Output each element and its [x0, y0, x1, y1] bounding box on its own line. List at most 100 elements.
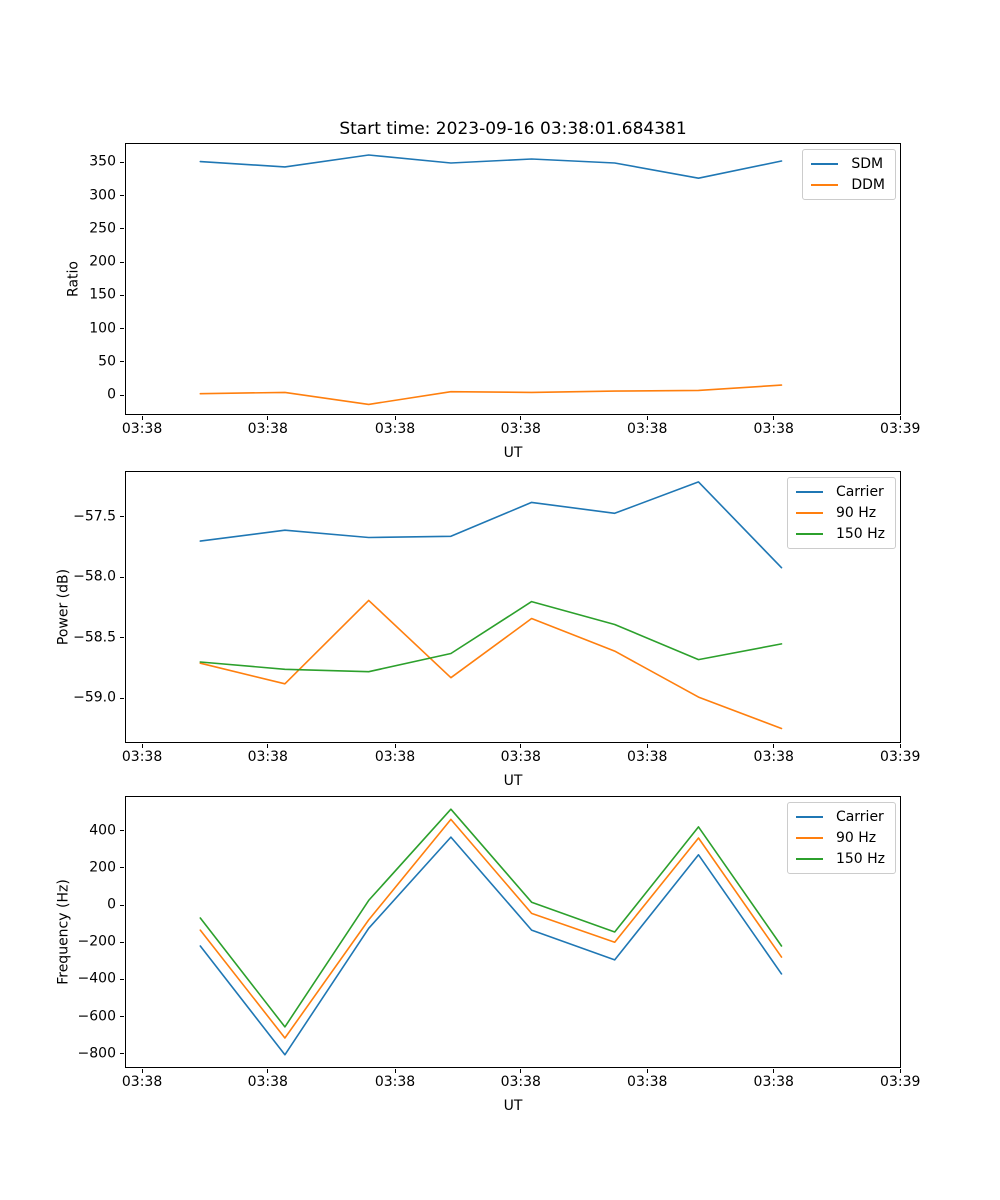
90-hz-line [199, 599, 783, 730]
y-tick [120, 328, 124, 330]
ddm-line [199, 384, 783, 406]
legend: Carrier 90 Hz 150 Hz [786, 802, 896, 874]
y-tick-label: 0 [107, 386, 116, 403]
x-tick-label: 03:38 [627, 749, 668, 765]
legend-label: Carrier [835, 484, 884, 500]
y-tick-label: −200 [77, 933, 116, 950]
x-tick-label: 03:39 [880, 421, 921, 437]
legend-item-90-hz: 90 Hz [795, 505, 885, 521]
x-tick-label: 03:38 [121, 749, 163, 765]
y-tick [120, 361, 124, 363]
y-tick-label: 200 [89, 253, 116, 270]
x-tick-label: 03:38 [247, 1074, 288, 1090]
x-tick-label: 03:38 [121, 1074, 163, 1090]
legend-label: Carrier [835, 809, 884, 825]
legend-label: 150 Hz [835, 526, 885, 542]
90-hz-legend-line [795, 512, 823, 514]
y-tick-label: 250 [89, 220, 116, 237]
x-tick [773, 416, 775, 420]
axes-box [125, 471, 901, 743]
y-tick [120, 867, 124, 869]
y-axis-label: Power (dB) [55, 568, 72, 646]
y-tick-label: 100 [89, 320, 116, 337]
legend: Carrier 90 Hz 150 Hz [786, 477, 896, 549]
y-tick [120, 195, 124, 197]
x-tick-label: 03:38 [500, 421, 541, 437]
x-tick [773, 1069, 775, 1073]
y-tick-label: 400 [89, 822, 116, 839]
legend-item-carrier: Carrier [795, 484, 885, 500]
y-tick [120, 576, 124, 578]
y-axis-label: Ratio [65, 261, 82, 297]
y-tick [120, 1053, 124, 1055]
x-tick-label: 03:38 [500, 749, 541, 765]
legend-label: 150 Hz [835, 851, 885, 867]
x-tick [267, 1069, 269, 1073]
x-tick-label: 03:39 [880, 1074, 921, 1090]
y-tick [120, 261, 124, 263]
y-tick-label: −57.5 [73, 508, 116, 525]
y-tick-label: −58.0 [73, 568, 116, 585]
x-tick [646, 744, 648, 748]
carrier-legend-line [795, 491, 823, 493]
y-axis-label: Frequency (Hz) [55, 879, 72, 985]
y-tick [120, 978, 124, 980]
90-hz-legend-line [795, 837, 823, 839]
legend-item-150-hz: 150 Hz [795, 851, 885, 867]
x-tick [520, 416, 522, 420]
x-axis-label: UT [503, 445, 523, 461]
legend-item-sdm: SDM [811, 156, 885, 172]
carrier-line [199, 481, 783, 569]
x-tick-label: 03:38 [247, 749, 288, 765]
x-tick-label: 03:39 [880, 749, 921, 765]
x-tick [394, 1069, 396, 1073]
x-tick [646, 416, 648, 420]
y-tick-label: 150 [89, 286, 116, 303]
y-tick-label: 350 [89, 153, 116, 170]
legend-item-carrier: Carrier [795, 809, 885, 825]
x-tick-label: 03:38 [374, 1074, 416, 1090]
sdm-line [199, 154, 783, 180]
x-tick [899, 1069, 901, 1073]
x-tick-label: 03:38 [247, 421, 288, 437]
x-tick [646, 1069, 648, 1073]
x-tick-label: 03:38 [374, 749, 416, 765]
legend-label: DDM [851, 177, 885, 193]
y-tick [120, 637, 124, 639]
y-tick-label: 50 [98, 353, 116, 370]
legend: SDM DDM [802, 149, 896, 200]
x-tick [267, 744, 269, 748]
x-tick [520, 1069, 522, 1073]
plot-area [199, 808, 783, 1056]
y-tick-label: 0 [107, 896, 116, 913]
plot-area [199, 154, 783, 406]
legend-item-150-hz: 150 Hz [795, 526, 885, 542]
chart-title: Start time: 2023-09-16 03:38:01.684381 [339, 119, 687, 139]
legend-item-ddm: DDM [811, 177, 885, 193]
y-tick [120, 1016, 124, 1018]
legend-label: SDM [851, 156, 884, 172]
carrier-line [199, 836, 783, 1056]
x-tick [141, 1069, 143, 1073]
axes-box [125, 796, 901, 1068]
legend-label: 90 Hz [835, 505, 877, 521]
150-hz-legend-line [795, 533, 823, 535]
x-tick [394, 416, 396, 420]
y-tick-label: −800 [77, 1045, 116, 1062]
carrier-legend-line [795, 816, 823, 818]
y-tick [120, 941, 124, 943]
ddm-legend-line [811, 184, 839, 186]
y-tick-label: 200 [89, 859, 116, 876]
axes-box [125, 143, 901, 415]
x-tick [899, 416, 901, 420]
y-tick-label: −400 [77, 970, 116, 987]
x-tick [773, 744, 775, 748]
x-axis-label: UT [503, 1098, 523, 1114]
y-tick [120, 697, 124, 699]
x-tick [394, 744, 396, 748]
y-tick-label: −600 [77, 1008, 116, 1025]
